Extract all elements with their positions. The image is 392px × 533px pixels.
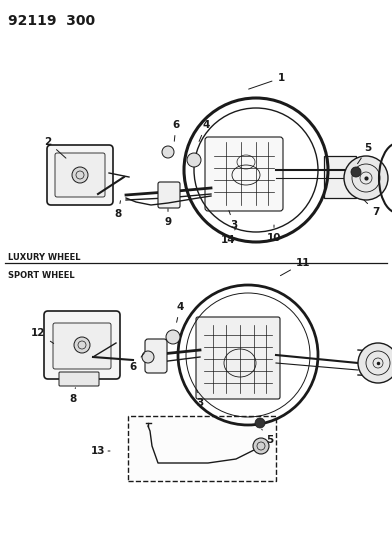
Text: 2: 2: [44, 137, 66, 158]
Circle shape: [344, 156, 388, 200]
Text: 4: 4: [199, 120, 210, 141]
Text: 11: 11: [280, 258, 310, 276]
Circle shape: [74, 337, 90, 353]
Circle shape: [72, 167, 88, 183]
Text: 4: 4: [176, 302, 184, 322]
Text: 5: 5: [358, 143, 372, 164]
Text: 3: 3: [196, 390, 203, 408]
FancyBboxPatch shape: [55, 153, 105, 197]
FancyBboxPatch shape: [158, 182, 180, 208]
Text: 12: 12: [31, 328, 54, 343]
Text: 14: 14: [221, 227, 236, 245]
Text: 3: 3: [229, 211, 238, 230]
Text: LUXURY WHEEL: LUXURY WHEEL: [8, 253, 80, 262]
FancyBboxPatch shape: [205, 137, 283, 211]
Circle shape: [351, 167, 361, 177]
Text: 92119  300: 92119 300: [8, 14, 95, 28]
Text: 9: 9: [164, 209, 172, 227]
FancyBboxPatch shape: [47, 145, 113, 205]
Text: 5: 5: [262, 429, 274, 445]
Text: 8: 8: [69, 387, 76, 404]
Text: 10: 10: [267, 225, 281, 243]
Text: 7: 7: [364, 200, 380, 217]
FancyBboxPatch shape: [196, 317, 280, 399]
Text: 1: 1: [249, 73, 285, 89]
FancyBboxPatch shape: [59, 372, 99, 386]
FancyBboxPatch shape: [145, 339, 167, 373]
Text: 6: 6: [172, 120, 180, 141]
Circle shape: [255, 418, 265, 428]
Text: 7: 7: [0, 532, 1, 533]
Text: 6: 6: [129, 353, 144, 372]
Text: 13: 13: [91, 446, 110, 456]
Circle shape: [187, 153, 201, 167]
Circle shape: [162, 146, 174, 158]
Circle shape: [166, 330, 180, 344]
FancyBboxPatch shape: [44, 311, 120, 379]
Circle shape: [253, 438, 269, 454]
Text: 15: 15: [0, 532, 1, 533]
Circle shape: [142, 351, 154, 363]
FancyBboxPatch shape: [53, 323, 111, 369]
Text: SPORT WHEEL: SPORT WHEEL: [8, 271, 74, 280]
FancyBboxPatch shape: [324, 156, 356, 198]
Text: 8: 8: [114, 201, 122, 219]
Circle shape: [358, 343, 392, 383]
Bar: [128, 416, 276, 481]
